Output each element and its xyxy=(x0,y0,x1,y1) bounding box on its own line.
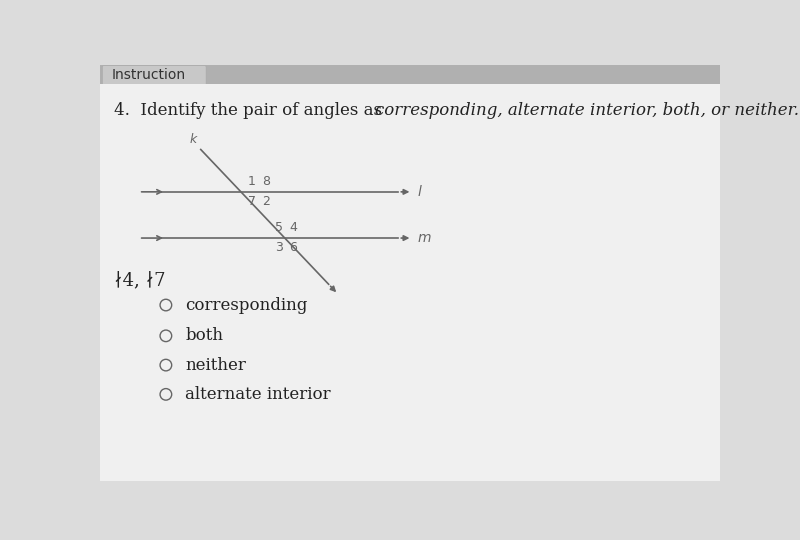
Text: neither: neither xyxy=(186,356,246,374)
Text: corresponding, alternate interior, both, or neither.: corresponding, alternate interior, both,… xyxy=(375,102,799,119)
Text: 4.  Identify the pair of angles as: 4. Identify the pair of angles as xyxy=(114,102,387,119)
Text: k: k xyxy=(190,133,197,146)
Text: 8: 8 xyxy=(262,175,270,188)
FancyBboxPatch shape xyxy=(100,65,720,84)
Text: corresponding: corresponding xyxy=(186,296,308,314)
FancyBboxPatch shape xyxy=(102,65,206,85)
Text: l: l xyxy=(418,185,422,199)
Text: 3: 3 xyxy=(275,241,283,254)
Text: both: both xyxy=(186,327,223,345)
Text: 4: 4 xyxy=(289,221,297,234)
Text: alternate interior: alternate interior xyxy=(186,386,331,403)
Text: 7: 7 xyxy=(248,195,256,208)
Text: 6: 6 xyxy=(289,241,297,254)
Text: 5: 5 xyxy=(275,221,283,234)
Text: ∤4, ∤7: ∤4, ∤7 xyxy=(114,271,166,289)
Text: m: m xyxy=(418,231,431,245)
Text: Instruction: Instruction xyxy=(112,68,186,82)
Text: 1: 1 xyxy=(248,175,256,188)
FancyBboxPatch shape xyxy=(100,84,720,481)
Text: 2: 2 xyxy=(262,195,270,208)
